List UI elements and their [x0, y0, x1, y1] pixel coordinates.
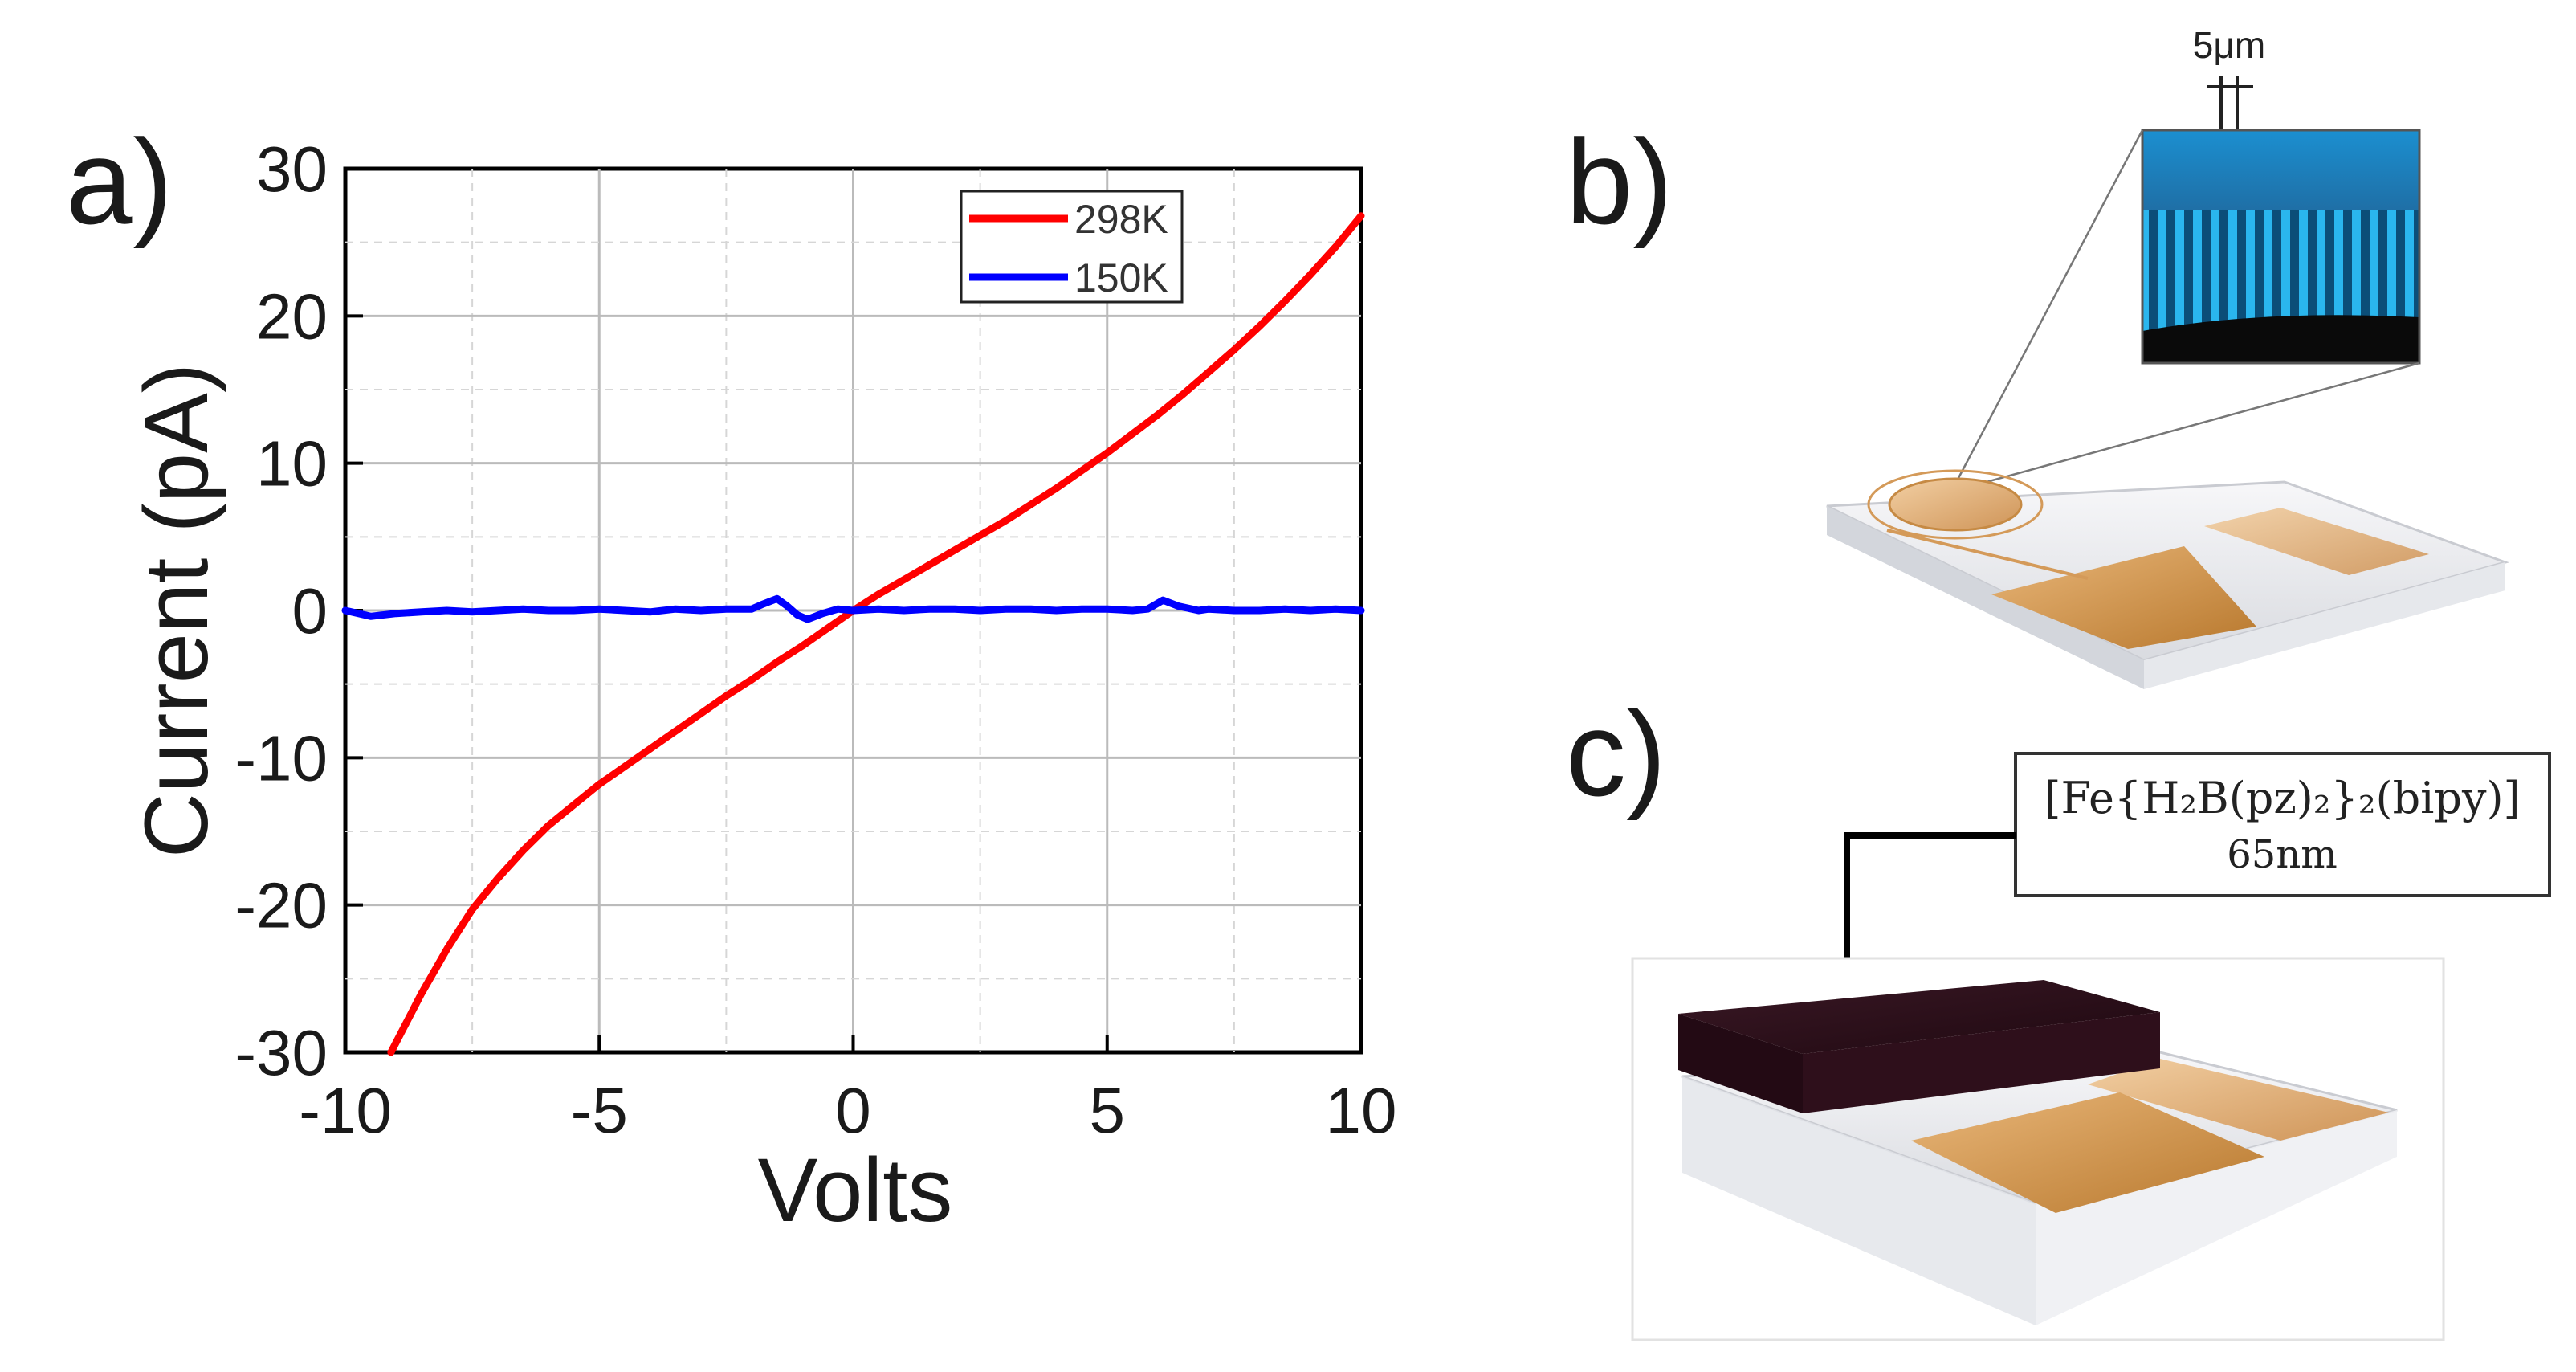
- y-tick-label: 20: [256, 280, 328, 352]
- gold-pad-right: [2204, 508, 2429, 575]
- y-tick-label: -10: [234, 722, 328, 794]
- gold-trace: [1886, 529, 2089, 580]
- gold-pad-front: [1991, 546, 2256, 649]
- panel-c-label: c): [1566, 686, 1666, 821]
- substrate-c-right: [2036, 1110, 2397, 1325]
- device-chip-c: [1631, 957, 2445, 1341]
- molecular-film-front: [1678, 1014, 1803, 1113]
- series-line-298k: [387, 212, 1365, 1056]
- legend-label-298k: 298K: [1074, 197, 1168, 242]
- inset-bottom-edge: [2142, 315, 2419, 363]
- y-tick-label: 0: [292, 575, 328, 647]
- callout-box: [2014, 752, 2551, 897]
- axis-ticks: [344, 167, 1363, 1054]
- legend-label-150k: 150K: [1074, 255, 1168, 300]
- molecular-film-side: [1803, 1012, 2160, 1113]
- series-lines: [341, 212, 1365, 1056]
- x-tick-label: 0: [835, 1075, 871, 1146]
- legend: 298K 150K: [960, 190, 1184, 304]
- substrate-side-right: [2144, 562, 2505, 689]
- panel-b-label: b): [1566, 114, 1673, 249]
- callout-arrow-line: [1844, 832, 2016, 976]
- inset-top-region: [2142, 130, 2419, 210]
- gold-pad-c-front: [1911, 1092, 2264, 1213]
- microscope-inset: 5μm: [2141, 24, 2421, 365]
- iv-plot: -10 -5 0 5 10 30 20 10 0 -10 -20 -30 298K 150K: [234, 133, 1396, 1146]
- substrate-c-front: [1682, 1076, 2036, 1325]
- y-tick-label: 30: [256, 133, 328, 205]
- thickness-label: 65nm: [2227, 832, 2338, 877]
- tick-labels: -10 -5 0 5 10 30 20 10 0 -10 -20 -30: [234, 133, 1396, 1146]
- compound-callout: [Fe{H₂B(pz)₂}₂(bipy)] 65nm: [1819, 752, 2551, 1004]
- y-tick-label: -20: [234, 870, 328, 941]
- x-tick-label: -5: [571, 1075, 628, 1146]
- y-tick-label: -30: [234, 1017, 328, 1088]
- inset-electrode-stripes: [2142, 210, 2419, 331]
- series-line-150k: [341, 594, 1365, 623]
- scale-bar-label: 5μm: [2193, 24, 2265, 66]
- panel-a-label: a): [66, 114, 173, 249]
- legend-box: [960, 190, 1184, 304]
- gold-spot-ring: [1867, 469, 2044, 540]
- x-axis-title: Volts: [758, 1140, 953, 1240]
- compound-label: [Fe{H₂B(pz)₂}₂(bipy)]: [2044, 773, 2520, 823]
- zoom-lines: [1950, 129, 2420, 493]
- x-tick-label: 10: [1326, 1075, 1397, 1146]
- y-tick-label: 10: [256, 428, 328, 500]
- device-chip-b: [1826, 469, 2509, 689]
- molecular-film-top: [1678, 980, 2160, 1054]
- y-axis-title: Current (pA): [126, 363, 226, 858]
- x-tick-label: 5: [1090, 1075, 1126, 1146]
- substrate-side-front: [1827, 506, 2144, 689]
- gold-spot: [1888, 477, 2023, 532]
- inset-frame: [2141, 129, 2421, 365]
- gold-pad-c-right: [2088, 1059, 2389, 1141]
- x-tick-label: -10: [299, 1075, 392, 1146]
